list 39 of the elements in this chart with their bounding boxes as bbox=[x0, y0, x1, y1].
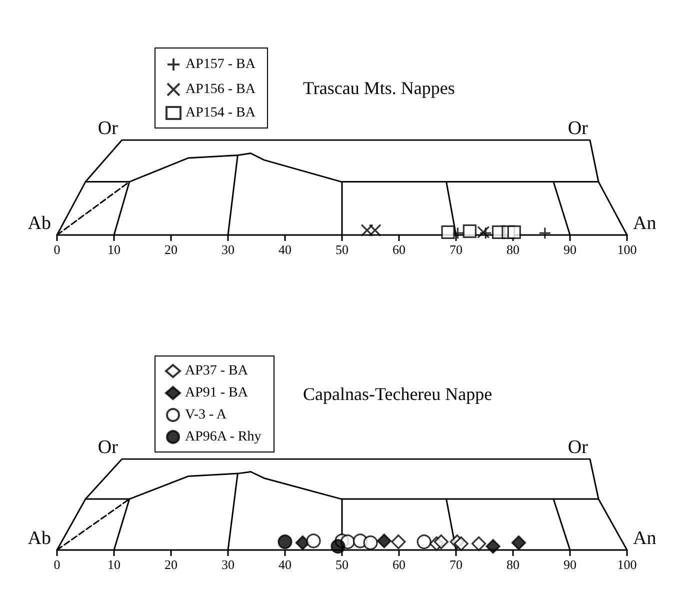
annotation: Or bbox=[568, 118, 589, 139]
legend-label: AP96A - Rhy bbox=[185, 430, 262, 444]
annotation: Ab bbox=[28, 213, 51, 234]
x-tick-label: 10 bbox=[108, 557, 120, 572]
chart-title: Trascau Mts. Nappes bbox=[303, 78, 455, 98]
x-tick-label: 50 bbox=[336, 242, 348, 257]
x-tick-label: 40 bbox=[278, 242, 292, 257]
x-tick-label: 90 bbox=[564, 242, 576, 257]
legend-label: V-3 - A bbox=[185, 408, 228, 422]
legend-label: AP37 - BA bbox=[185, 364, 249, 378]
x-tick-label: 60 bbox=[392, 557, 406, 572]
x-tick-label: 80 bbox=[506, 557, 520, 572]
x-tick-label: 90 bbox=[564, 557, 576, 572]
x-tick-label: 100 bbox=[617, 242, 637, 257]
x-tick-label: 50 bbox=[336, 557, 348, 572]
x-tick-label: 30 bbox=[222, 557, 234, 572]
x-tick-label: 100 bbox=[617, 557, 637, 572]
annotation: Or bbox=[568, 437, 589, 458]
chart-title: Capalnas-Techereu Nappe bbox=[303, 384, 492, 404]
x-tick-label: 70 bbox=[450, 557, 462, 572]
annotation: An bbox=[633, 528, 657, 549]
legend-label: AP91 - BA bbox=[185, 386, 249, 400]
x-tick-label: 0 bbox=[54, 557, 60, 572]
annotation: An bbox=[633, 213, 657, 234]
x-tick-label: 10 bbox=[108, 242, 120, 257]
annotation: Or bbox=[98, 118, 119, 139]
x-tick-label: 20 bbox=[164, 242, 178, 257]
legend-label: AP156 - BA bbox=[186, 82, 256, 97]
annotation: Or bbox=[98, 437, 119, 458]
legend-label: AP157 - BA bbox=[186, 57, 256, 72]
x-tick-label: 30 bbox=[222, 242, 234, 257]
x-tick-label: 0 bbox=[54, 242, 60, 257]
x-tick-label: 20 bbox=[164, 557, 178, 572]
x-tick-label: 70 bbox=[450, 242, 462, 257]
legend-label: AP154 - BA bbox=[186, 106, 256, 120]
annotation: Ab bbox=[28, 528, 51, 549]
x-tick-label: 60 bbox=[392, 242, 406, 257]
x-tick-label: 80 bbox=[506, 242, 520, 257]
x-tick-label: 40 bbox=[278, 557, 292, 572]
